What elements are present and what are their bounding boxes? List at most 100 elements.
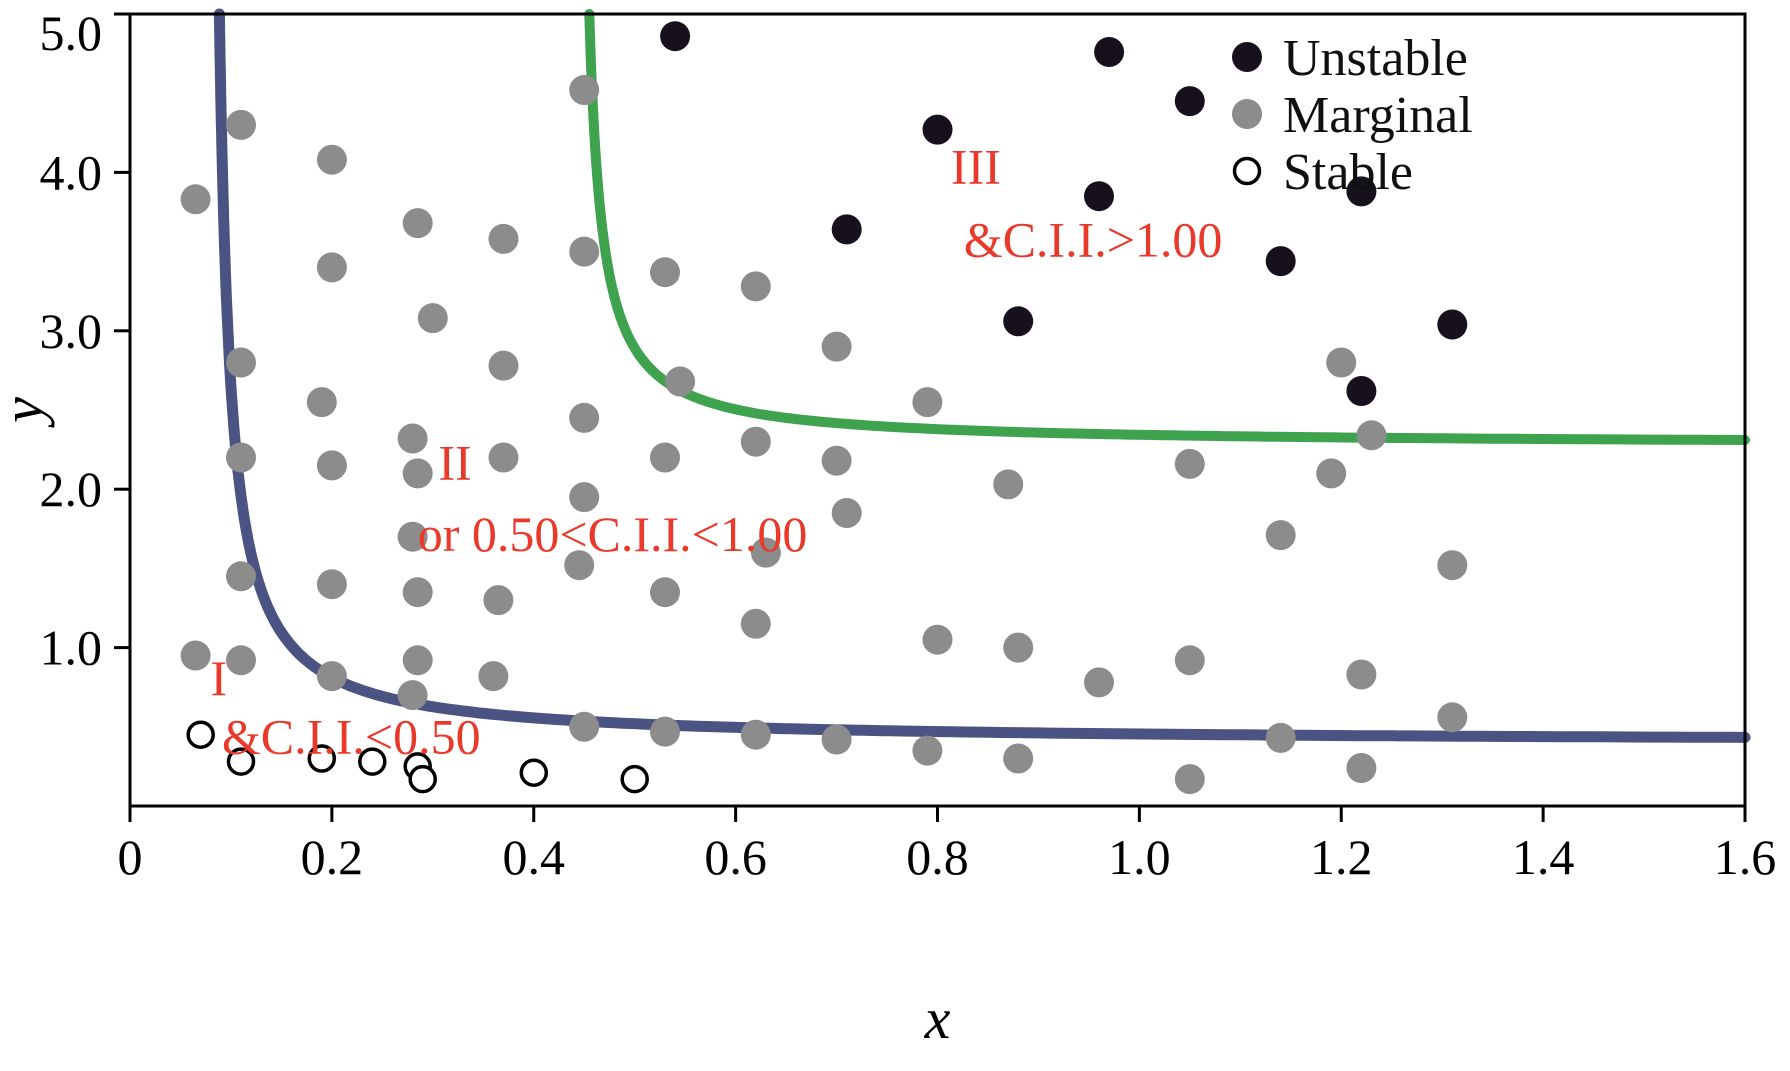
region-annotation-4: III	[951, 139, 1001, 195]
point-unstable	[1174, 86, 1205, 117]
x-tick-label: 0	[118, 829, 143, 885]
x-tick-label: 1.2	[1310, 829, 1373, 885]
point-marginal	[316, 661, 347, 692]
point-marginal	[821, 331, 852, 362]
point-marginal	[650, 577, 680, 608]
point-marginal	[226, 109, 256, 140]
point-marginal	[488, 223, 519, 254]
point-marginal	[1265, 520, 1296, 551]
point-unstable	[922, 114, 953, 145]
point-marginal	[993, 469, 1024, 500]
y-tick-label: 3.0	[40, 303, 103, 359]
region-annotation-5: &C.I.I.>1.00	[964, 211, 1223, 267]
x-tick-label: 0.4	[503, 829, 566, 885]
point-marginal	[1346, 659, 1377, 690]
point-marginal	[478, 661, 509, 692]
point-marginal	[1326, 347, 1357, 378]
legend-label-marginal: Marginal	[1283, 87, 1473, 144]
point-stable	[186, 720, 215, 749]
point-marginal	[569, 711, 600, 742]
x-tick-label: 0.2	[301, 829, 364, 885]
point-marginal	[402, 577, 433, 608]
point-marginal	[1174, 448, 1205, 479]
point-unstable	[1084, 181, 1114, 212]
point-marginal	[180, 184, 211, 215]
point-unstable	[1003, 306, 1034, 337]
point-marginal	[316, 144, 347, 175]
x-tick-label: 1.0	[1108, 829, 1171, 885]
point-stable	[226, 747, 256, 776]
point-marginal	[397, 423, 428, 454]
legend-marker-stable	[1232, 156, 1262, 186]
legend-label-stable: Stable	[1283, 144, 1413, 201]
point-marginal	[226, 347, 256, 378]
point-marginal	[483, 585, 514, 616]
point-marginal	[922, 624, 953, 655]
legend-marker-marginal	[1232, 99, 1262, 129]
point-unstable	[831, 214, 862, 245]
point-marginal	[1003, 632, 1034, 663]
region-annotation-0: I	[210, 650, 227, 706]
point-marginal	[912, 387, 943, 418]
point-marginal	[1356, 420, 1387, 451]
y-tick-label: 1.0	[40, 620, 103, 676]
x-axis-title: x	[924, 986, 951, 1051]
point-marginal	[569, 75, 600, 105]
point-unstable	[1437, 309, 1468, 340]
y-tick-label: 5.0	[40, 5, 103, 61]
point-marginal	[831, 498, 862, 528]
point-unstable	[660, 21, 691, 52]
point-stable	[408, 764, 437, 794]
point-marginal	[650, 257, 680, 288]
point-marginal	[226, 561, 256, 592]
point-marginal	[1316, 458, 1347, 489]
point-marginal	[316, 450, 347, 481]
point-marginal	[569, 236, 600, 267]
point-marginal	[740, 608, 771, 639]
point-marginal	[821, 724, 852, 755]
legend-label-unstable: Unstable	[1283, 30, 1468, 87]
point-stable	[307, 744, 337, 773]
point-marginal	[488, 442, 519, 473]
point-unstable	[1346, 376, 1377, 406]
point-marginal	[226, 442, 256, 473]
point-marginal	[821, 445, 852, 476]
point-marginal	[750, 537, 781, 568]
region-annotation-1: &C.I.I.<0.50	[222, 709, 481, 765]
y-tick-label: 2.0	[40, 461, 103, 517]
point-marginal	[180, 640, 211, 671]
point-marginal	[402, 645, 433, 676]
point-marginal	[912, 735, 943, 766]
lower-boundary-curve	[213, 8, 1751, 743]
point-marginal	[569, 482, 600, 513]
point-marginal	[1346, 753, 1377, 783]
point-marginal	[650, 716, 680, 747]
point-marginal	[306, 387, 337, 418]
point-marginal	[402, 458, 433, 489]
point-marginal	[1174, 764, 1205, 795]
y-tick-label: 4.0	[40, 144, 103, 200]
point-unstable	[1265, 246, 1296, 277]
upper-boundary-curve	[584, 9, 1750, 445]
point-marginal	[569, 402, 600, 433]
point-marginal	[397, 680, 428, 711]
point-marginal	[397, 521, 428, 552]
point-marginal	[316, 252, 347, 283]
point-marginal	[740, 271, 771, 302]
point-unstable	[1346, 176, 1377, 207]
x-tick-label: 1.4	[1512, 829, 1575, 885]
point-marginal	[740, 719, 771, 750]
point-marginal	[650, 442, 680, 473]
point-marginal	[665, 366, 696, 397]
point-marginal	[1437, 550, 1468, 581]
region-annotation-3: or 0.50<C.I.I.<1.00	[418, 506, 808, 562]
point-marginal	[1265, 722, 1296, 753]
legend-marker-unstable	[1232, 42, 1262, 72]
region-annotation-2: II	[438, 435, 471, 491]
x-tick-label: 0.6	[704, 829, 767, 885]
point-marginal	[488, 350, 519, 381]
point-marginal	[402, 208, 433, 239]
point-marginal	[564, 550, 595, 581]
